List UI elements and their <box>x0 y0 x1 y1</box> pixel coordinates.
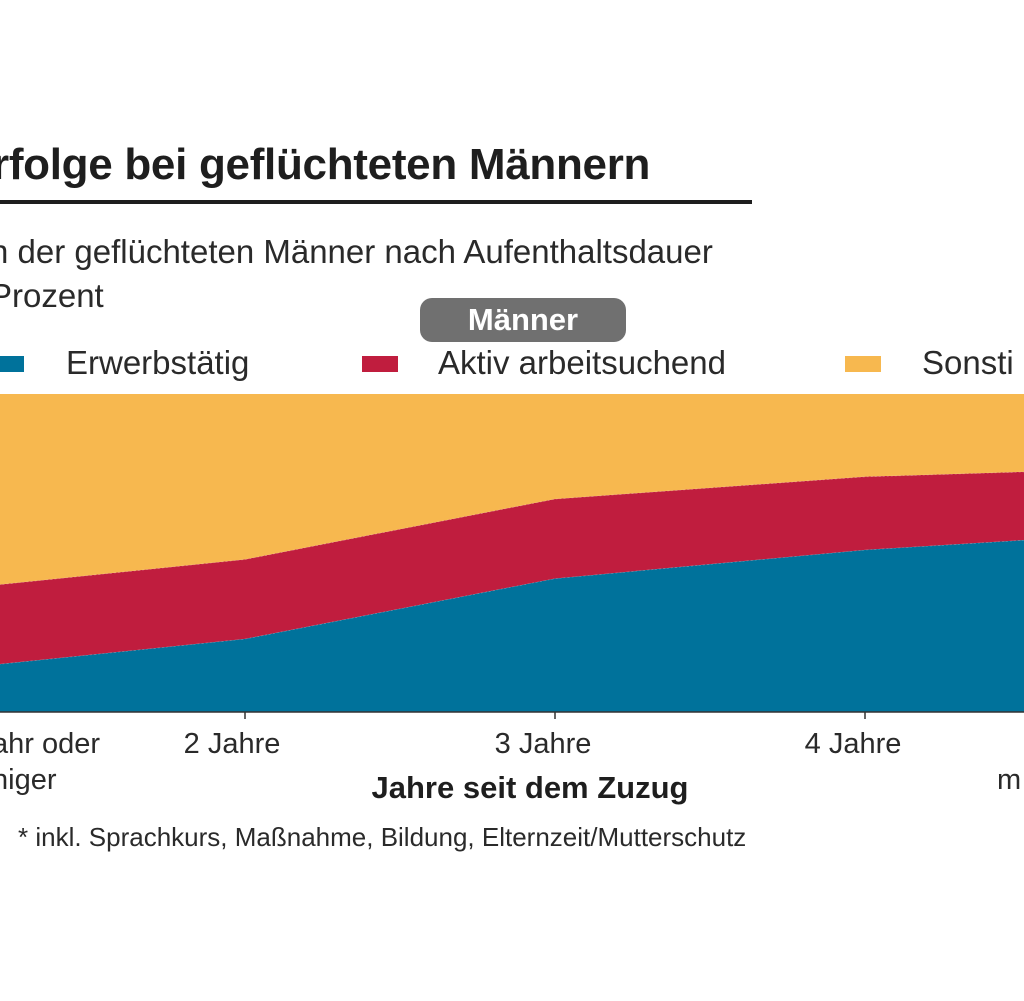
legend-swatch-erwerbstaetig <box>0 356 24 372</box>
legend-swatch-sonstige <box>845 356 881 372</box>
legend-label-sonstige: Sonsti <box>922 344 1014 381</box>
chart-subtitle: n der geflüchteten Männer nach Aufenthal… <box>0 230 713 318</box>
footnote: * inkl. Sprachkurs, Maßnahme, Bildung, E… <box>18 822 747 852</box>
x-tick-label-5: m <box>997 764 1022 796</box>
chart-title: rfolge bei geflüchteten Männern <box>0 140 752 204</box>
group-badge: Männer <box>420 298 626 342</box>
area-series-2 <box>0 471 1024 664</box>
area-series-3 <box>0 394 1024 585</box>
area-series-1 <box>0 540 1024 712</box>
legend-swatch-aktiv-arbeitsuchend <box>362 356 398 372</box>
x-tick-label-3: 3 Jahre <box>494 728 592 760</box>
subtitle-line-2: Prozent <box>0 277 104 314</box>
x-tick-label-1: ahr oder niger <box>0 728 101 796</box>
x-tick-label-4: 4 Jahre <box>804 728 902 760</box>
legend-label-erwerbstaetig: Erwerbstätig <box>66 344 250 381</box>
x-axis-label: Jahre seit dem Zuzug <box>371 770 689 805</box>
x-tick-label-2: 2 Jahre <box>183 728 281 760</box>
legend-label-aktiv-arbeitsuchend: Aktiv arbeitsuchend <box>438 344 726 381</box>
subtitle-line-1: n der geflüchteten Männer nach Aufenthal… <box>0 233 713 270</box>
